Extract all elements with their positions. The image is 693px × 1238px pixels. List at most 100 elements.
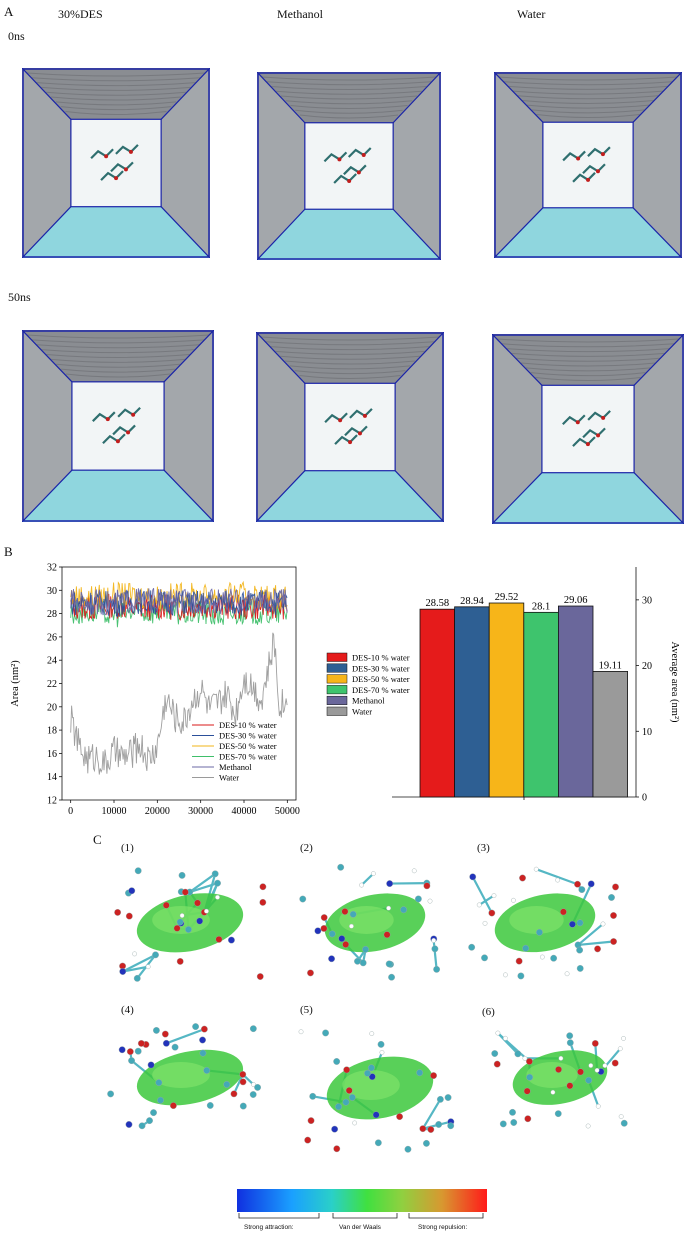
- atom: [204, 908, 209, 914]
- box-floor: [492, 472, 684, 524]
- atom: [161, 1030, 169, 1038]
- atom: [491, 1050, 499, 1057]
- atom: [576, 946, 584, 954]
- bar-legend-swatch: [326, 674, 348, 684]
- colorbar-label-repulsion: Strong repulsion:: [418, 1224, 468, 1231]
- bar-y-tick-label: 10: [642, 727, 652, 738]
- atom: [299, 895, 307, 903]
- solute-molecule: [324, 412, 348, 424]
- atom: [173, 924, 181, 932]
- atom: [331, 1125, 339, 1133]
- atom: [618, 1114, 624, 1119]
- atom: [523, 1087, 531, 1095]
- atom: [517, 972, 525, 980]
- box-back-wall: [304, 122, 394, 210]
- atom: [495, 1030, 501, 1036]
- atom: [176, 958, 184, 965]
- atom: [228, 936, 235, 944]
- x-tick-label: 0: [68, 806, 73, 817]
- molecular-bond: [432, 940, 438, 970]
- legend-label: Methanol: [219, 762, 252, 772]
- y-tick-label: 20: [47, 702, 57, 713]
- legend-label: Water: [219, 773, 239, 783]
- simulation-box-30des-0ns: [22, 68, 210, 258]
- atom: [436, 1095, 444, 1103]
- atom: [566, 1032, 574, 1040]
- atom: [522, 944, 530, 952]
- atom: [179, 913, 185, 918]
- molecular-bond: [577, 923, 604, 946]
- box-floor: [257, 209, 441, 260]
- molecular-bond: [360, 872, 375, 886]
- series-line-water: [70, 632, 288, 775]
- bar-value-label: 19.11: [599, 660, 622, 671]
- atom: [431, 945, 439, 953]
- y-tick-label: 26: [47, 632, 57, 643]
- atom: [519, 874, 526, 882]
- box-ceiling: [256, 332, 444, 384]
- atom: [419, 1125, 427, 1133]
- atom: [203, 1067, 211, 1074]
- atom: [349, 910, 357, 918]
- molecule-render-1: [100, 850, 280, 995]
- solute-molecule: [110, 161, 134, 173]
- atom: [594, 1067, 600, 1073]
- atom: [337, 863, 345, 871]
- atom: [612, 883, 619, 891]
- atom: [370, 871, 376, 877]
- atom: [488, 909, 496, 917]
- atom: [379, 1050, 385, 1055]
- atom: [342, 941, 350, 948]
- legend-label: DES-30 % water: [219, 731, 277, 741]
- atom: [145, 964, 151, 970]
- molecular-bond: [122, 953, 157, 973]
- simulation-box-methanol-0ns: [257, 72, 441, 260]
- interaction-surface-highlight: [526, 1062, 578, 1088]
- solute-molecule: [112, 424, 136, 436]
- solute-molecule: [115, 144, 139, 155]
- atom: [328, 930, 336, 938]
- series-line-methanol: [70, 588, 288, 616]
- molecule-render-5: [290, 1010, 470, 1165]
- atom: [320, 925, 328, 932]
- simulation-box-30des-50ns: [22, 330, 214, 522]
- atom: [348, 1094, 356, 1101]
- atom: [566, 1039, 574, 1047]
- atom: [499, 1120, 507, 1128]
- simulation-box-water-0ns: [494, 72, 682, 258]
- box-floor: [22, 470, 214, 522]
- solute-molecule: [334, 434, 358, 445]
- atom: [536, 928, 543, 936]
- atom: [602, 1063, 608, 1069]
- atom: [468, 943, 476, 951]
- atom: [126, 1048, 134, 1055]
- bar-legend-label: Water: [352, 707, 372, 717]
- atom: [578, 886, 586, 893]
- atom: [372, 1111, 380, 1119]
- atom: [585, 1123, 591, 1129]
- bar-legend-label: DES-10 % water: [352, 653, 410, 663]
- atom: [594, 945, 601, 953]
- box-back-wall: [541, 385, 635, 473]
- x-tick-label: 50000: [275, 806, 300, 817]
- atom: [514, 1050, 522, 1058]
- bar-des-70-water: [523, 611, 559, 798]
- bar-y-axis-label: Average area (nm²): [669, 641, 680, 723]
- atom: [400, 906, 408, 914]
- atom: [259, 883, 267, 891]
- colorbar-label-vdw: Van der Waals: [339, 1224, 381, 1231]
- molecule-label-4: (4): [121, 1004, 134, 1016]
- box-ceiling: [257, 72, 441, 123]
- atom: [200, 1025, 208, 1033]
- solute-molecule: [572, 436, 596, 447]
- box-right-wall: [161, 68, 210, 258]
- atom: [137, 1040, 145, 1047]
- atom: [608, 894, 615, 901]
- atom: [433, 965, 441, 973]
- atom: [435, 1121, 443, 1128]
- atom: [215, 894, 220, 900]
- bar-legend-swatch: [326, 706, 348, 716]
- molecule-label-5: (5): [300, 1004, 313, 1016]
- atom: [215, 935, 223, 943]
- atom: [114, 909, 122, 916]
